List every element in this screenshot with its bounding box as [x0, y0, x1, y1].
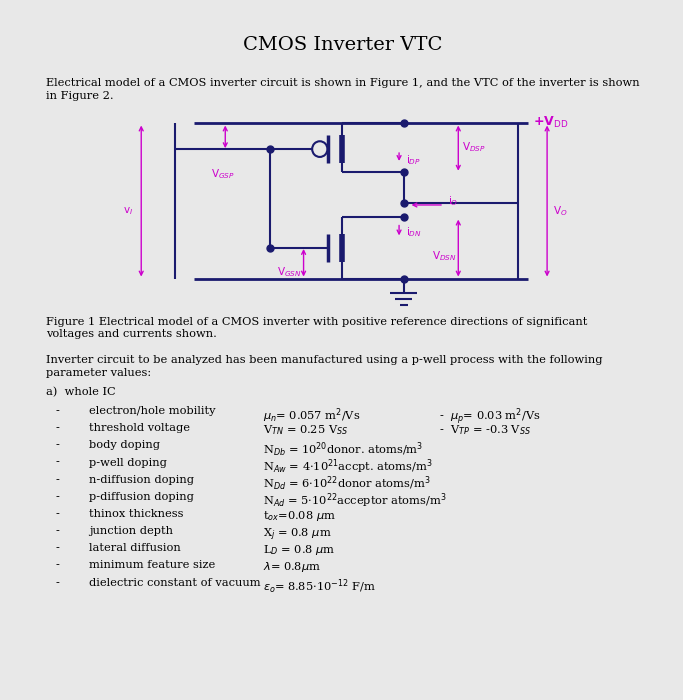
- Text: -  V$_{TP}$ = -0.3 V$_{SS}$: - V$_{TP}$ = -0.3 V$_{SS}$: [432, 424, 531, 437]
- Text: t$_{ox}$=0.08 $\mu$m: t$_{ox}$=0.08 $\mu$m: [264, 509, 336, 523]
- Text: junction depth: junction depth: [89, 526, 173, 536]
- Text: -: -: [55, 424, 59, 433]
- Text: V$_{GSP}$: V$_{GSP}$: [212, 167, 235, 181]
- Text: -  $\mu_p$= 0.03 m$^2$/Vs: - $\mu_p$= 0.03 m$^2$/Vs: [432, 406, 541, 427]
- Text: $\mu_n$= 0.057 m$^2$/Vs: $\mu_n$= 0.057 m$^2$/Vs: [264, 406, 361, 425]
- Text: -: -: [55, 406, 59, 416]
- Text: X$_j$ = 0.8 $\mu$m: X$_j$ = 0.8 $\mu$m: [264, 526, 332, 542]
- Text: CMOS Inverter VTC: CMOS Inverter VTC: [243, 36, 443, 55]
- Text: -: -: [55, 475, 59, 484]
- Text: -: -: [55, 492, 59, 502]
- Text: V$_O$: V$_O$: [553, 204, 568, 218]
- Text: -: -: [55, 543, 59, 553]
- Text: L$_D$ = 0.8 $\mu$m: L$_D$ = 0.8 $\mu$m: [264, 543, 335, 557]
- Text: p-diffusion doping: p-diffusion doping: [89, 492, 193, 502]
- Text: V$_{TN}$ = 0.25 V$_{SS}$: V$_{TN}$ = 0.25 V$_{SS}$: [264, 424, 349, 437]
- Text: thinox thickness: thinox thickness: [89, 509, 183, 519]
- Text: V$_{DSP}$: V$_{DSP}$: [462, 140, 486, 154]
- Text: electron/hole mobility: electron/hole mobility: [89, 406, 215, 416]
- Text: N$_{Ad}$ = 5$\cdot$10$^{22}$acceptor atoms/m$^3$: N$_{Ad}$ = 5$\cdot$10$^{22}$acceptor ato…: [264, 492, 447, 510]
- Text: in Figure 2.: in Figure 2.: [46, 91, 113, 101]
- Text: Figure 1 Electrical model of a CMOS inverter with positive reference directions : Figure 1 Electrical model of a CMOS inve…: [46, 316, 587, 327]
- Text: N$_{Aw}$ = 4$\cdot$10$^{21}$accpt. atoms/m$^3$: N$_{Aw}$ = 4$\cdot$10$^{21}$accpt. atoms…: [264, 458, 433, 476]
- Text: i$_{DN}$: i$_{DN}$: [406, 225, 421, 239]
- Text: v$_I$: v$_I$: [124, 205, 134, 217]
- Text: $\varepsilon_o$= 8.85$\cdot$10$^{-12}$ F/m: $\varepsilon_o$= 8.85$\cdot$10$^{-12}$ F…: [264, 578, 376, 596]
- Text: -: -: [55, 578, 59, 587]
- Text: minimum feature size: minimum feature size: [89, 561, 215, 570]
- Text: voltages and currents shown.: voltages and currents shown.: [46, 330, 217, 340]
- Text: N$_{Dd}$ = 6$\cdot$10$^{22}$donor atoms/m$^3$: N$_{Dd}$ = 6$\cdot$10$^{22}$donor atoms/…: [264, 475, 431, 493]
- Text: i$_{DP}$: i$_{DP}$: [406, 153, 421, 167]
- Text: V$_{DSN}$: V$_{DSN}$: [432, 249, 456, 262]
- Text: -: -: [55, 526, 59, 536]
- Text: lateral diffusion: lateral diffusion: [89, 543, 180, 553]
- Text: parameter values:: parameter values:: [46, 368, 151, 377]
- Text: a)  whole IC: a) whole IC: [46, 387, 115, 398]
- Text: i$_O$: i$_O$: [448, 194, 458, 208]
- Text: p-well doping: p-well doping: [89, 458, 167, 468]
- Text: $\lambda$= 0.8$\mu$m: $\lambda$= 0.8$\mu$m: [264, 561, 321, 575]
- Text: -: -: [55, 509, 59, 519]
- Text: Inverter circuit to be analyzed has been manufactured using a p-well process wit: Inverter circuit to be analyzed has been…: [46, 355, 602, 365]
- Text: dielectric constant of vacuum: dielectric constant of vacuum: [89, 578, 260, 587]
- Text: Electrical model of a CMOS inverter circuit is shown in Figure 1, and the VTC of: Electrical model of a CMOS inverter circ…: [46, 78, 639, 88]
- Text: N$_{Db}$ = 10$^{20}$donor. atoms/m$^3$: N$_{Db}$ = 10$^{20}$donor. atoms/m$^3$: [264, 440, 423, 458]
- Text: +V$_{\mathrm{DD}}$: +V$_{\mathrm{DD}}$: [533, 115, 568, 130]
- Text: body doping: body doping: [89, 440, 160, 450]
- Text: -: -: [55, 458, 59, 468]
- Text: n-diffusion doping: n-diffusion doping: [89, 475, 194, 484]
- Text: -: -: [55, 561, 59, 570]
- Text: threshold voltage: threshold voltage: [89, 424, 190, 433]
- Text: -: -: [55, 440, 59, 450]
- Text: V$_{GSN}$: V$_{GSN}$: [277, 265, 302, 279]
